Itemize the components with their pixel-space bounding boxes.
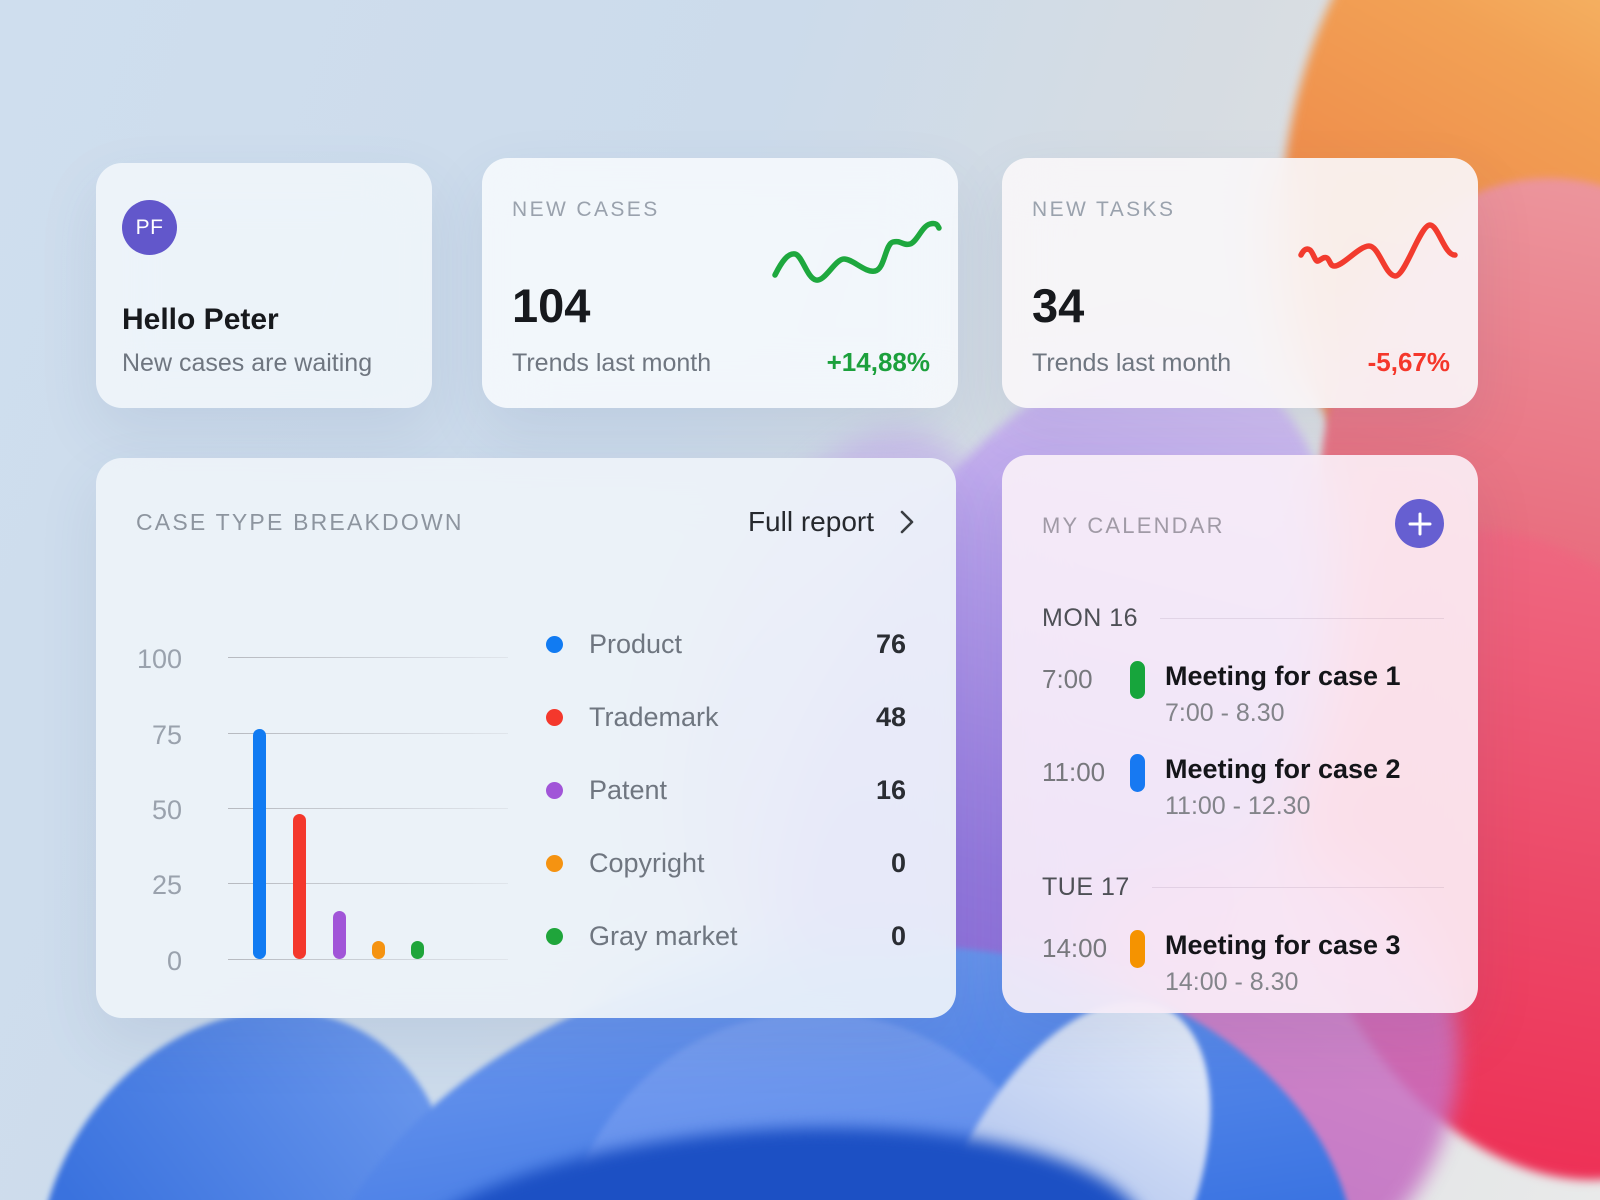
legend-value: 0 <box>890 848 906 878</box>
calendar-title: MY CALENDAR <box>1042 512 1225 538</box>
new-tasks-sparkline <box>1298 222 1458 279</box>
event-color-pill <box>1130 661 1145 699</box>
new-cases-trend-value: +14,88% <box>826 347 930 377</box>
plus-icon <box>1408 512 1431 535</box>
new-cases-trend-label: Trends last month <box>512 349 712 377</box>
event-title: Meeting for case 3 <box>1165 930 1401 960</box>
new-tasks-trend-value: -5,67% <box>1367 347 1450 377</box>
greeting-title: Hello Peter <box>122 303 279 336</box>
greeting-card: PF Hello Peter New cases are waiting <box>96 163 432 408</box>
chevron-right-icon <box>900 510 914 534</box>
day-divider <box>1151 887 1444 888</box>
add-event-button[interactable] <box>1395 499 1444 548</box>
new-tasks-value: 34 <box>1032 279 1085 332</box>
new-tasks-card: NEW TASKS 34 Trends last month -5,67% <box>1002 158 1478 408</box>
event-meeting-case-1[interactable]: 7:00 Meeting for case 1 7:00 - 8.30 <box>1042 661 1444 728</box>
new-tasks-trend-label: Trends last month <box>1032 349 1232 377</box>
event-title: Meeting for case 1 <box>1165 661 1401 691</box>
chart-legend: Product 76 Trademark 48 Patent 16 Copyri… <box>546 608 906 973</box>
event-range: 14:00 - 8.30 <box>1165 968 1299 996</box>
day-label: MON 16 <box>1042 604 1139 632</box>
full-report-label: Full report <box>747 506 874 537</box>
bar-patent <box>333 910 346 959</box>
event-meeting-case-2[interactable]: 11:00 Meeting for case 2 11:00 - 12.30 <box>1042 754 1444 821</box>
day-divider <box>1160 618 1444 619</box>
legend-value: 0 <box>890 921 906 951</box>
event-time: 7:00 <box>1042 664 1093 694</box>
trademark-dot-icon <box>546 709 563 726</box>
my-calendar-card: MY CALENDAR MON 16 7:00 Meeting for case… <box>1002 455 1478 1013</box>
event-color-pill <box>1130 930 1145 968</box>
gridline-100 <box>228 657 508 658</box>
day-header-mon-16: MON 16 <box>1042 604 1444 633</box>
bar-copyright <box>372 941 385 959</box>
y-tick-100: 100 <box>136 644 182 674</box>
bar-product <box>253 729 266 959</box>
avatar[interactable]: PF <box>122 200 177 255</box>
gridline-50 <box>228 808 508 809</box>
event-range: 11:00 - 12.30 <box>1165 792 1311 820</box>
copyright-dot-icon <box>546 855 563 872</box>
legend-label: Patent <box>589 775 668 805</box>
event-time: 11:00 <box>1042 757 1106 787</box>
case-type-breakdown-card: CASE TYPE BREAKDOWN Full report 100 75 5… <box>96 458 956 1018</box>
bar-trademark <box>293 814 306 959</box>
full-report-button[interactable]: Full report <box>748 506 916 538</box>
product-dot-icon <box>546 636 563 653</box>
event-title: Meeting for case 2 <box>1165 754 1401 784</box>
avatar-initials: PF <box>135 215 164 239</box>
event-time: 14:00 <box>1042 933 1108 963</box>
legend-row-product: Product 76 <box>546 608 906 681</box>
new-cases-label: NEW CASES <box>512 198 660 221</box>
event-meeting-case-3[interactable]: 14:00 Meeting for case 3 14:00 - 8.30 <box>1042 930 1444 997</box>
new-cases-sparkline <box>772 220 942 283</box>
legend-label: Copyright <box>589 848 705 878</box>
bar-gray-market <box>411 941 424 959</box>
greeting-subtitle: New cases are waiting <box>122 349 373 377</box>
gray-market-dot-icon <box>546 928 563 945</box>
y-tick-0: 0 <box>166 946 182 976</box>
patent-dot-icon <box>546 782 563 799</box>
day-header-tue-17: TUE 17 <box>1042 873 1444 902</box>
y-tick-75: 75 <box>151 720 182 750</box>
gridline-75 <box>228 733 508 734</box>
y-tick-50: 50 <box>151 795 182 825</box>
legend-value: 16 <box>875 775 906 805</box>
new-cases-value: 104 <box>512 279 591 332</box>
legend-label: Trademark <box>589 702 719 732</box>
legend-value: 48 <box>875 702 906 732</box>
breakdown-title: CASE TYPE BREAKDOWN <box>136 508 464 535</box>
new-tasks-label: NEW TASKS <box>1032 198 1176 221</box>
day-label: TUE 17 <box>1042 873 1130 901</box>
event-color-pill <box>1130 754 1145 792</box>
legend-row-copyright: Copyright 0 <box>546 827 906 900</box>
y-tick-25: 25 <box>151 870 182 900</box>
gridline-25 <box>228 883 508 884</box>
gridline-0 <box>228 959 508 960</box>
legend-value: 76 <box>875 629 906 659</box>
legend-label: Gray market <box>589 921 738 951</box>
new-cases-card: NEW CASES 104 Trends last month +14,88% <box>482 158 958 408</box>
legend-label: Product <box>589 629 683 659</box>
legend-row-gray-market: Gray market 0 <box>546 900 906 973</box>
legend-row-trademark: Trademark 48 <box>546 681 906 754</box>
legend-row-patent: Patent 16 <box>546 754 906 827</box>
event-range: 7:00 - 8.30 <box>1165 699 1285 727</box>
